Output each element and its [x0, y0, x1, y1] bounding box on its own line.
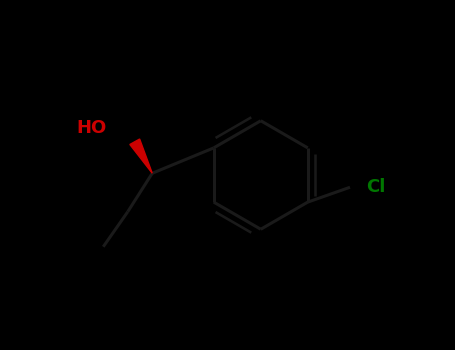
- Polygon shape: [130, 139, 152, 173]
- Text: HO: HO: [76, 119, 107, 137]
- Text: Cl: Cl: [366, 178, 385, 196]
